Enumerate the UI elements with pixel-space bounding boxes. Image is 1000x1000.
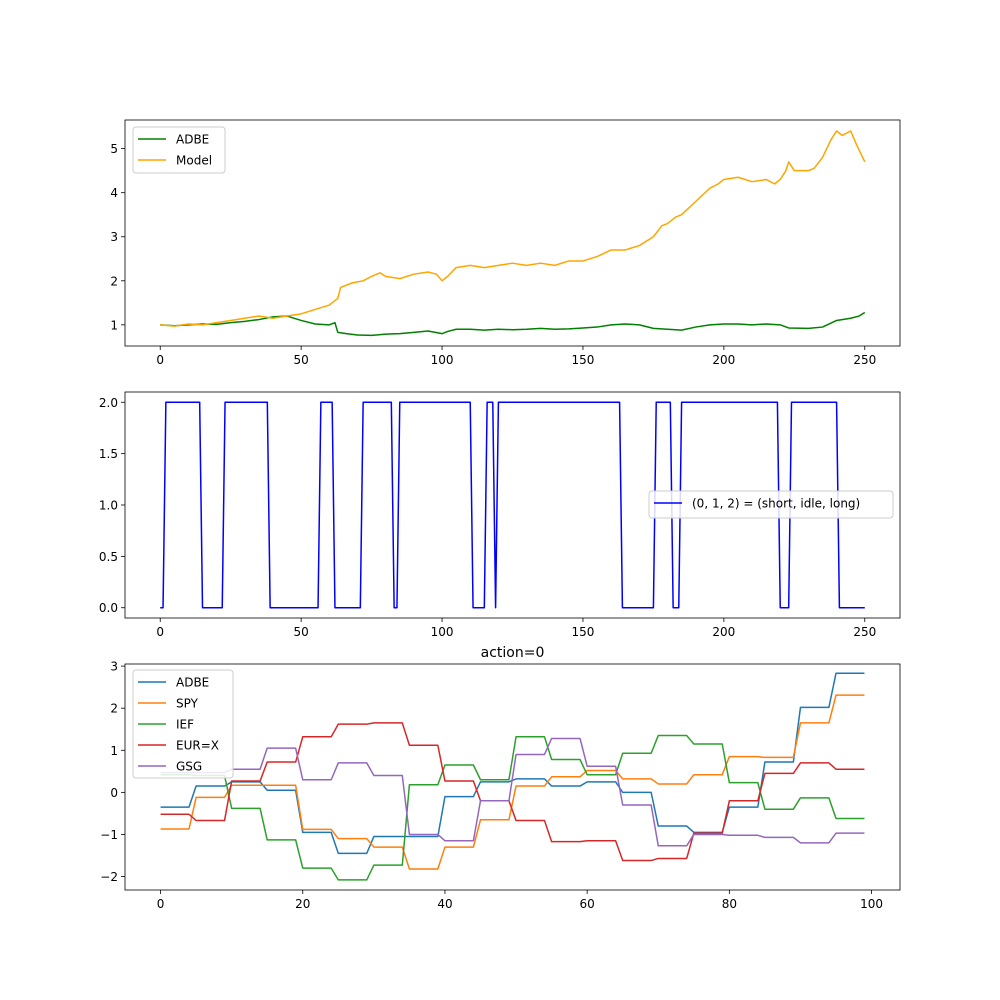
chart-title: action=0 (481, 645, 545, 661)
legend-label: IEF (176, 718, 194, 732)
x-tick-label: 20 (295, 897, 310, 911)
y-tick-label: 4 (110, 186, 118, 200)
x-tick-label: 60 (580, 897, 595, 911)
legend-label: ADBE (176, 133, 209, 147)
x-tick-label: 50 (293, 353, 308, 367)
y-tick-label: 1 (110, 318, 118, 332)
axes-frame (124, 119, 901, 347)
x-tick-label: 250 (853, 625, 876, 639)
series-line-1 (160, 401, 865, 609)
x-tick-label: 0 (157, 897, 165, 911)
x-tick-label: 50 (293, 625, 308, 639)
y-tick-label: 1.5 (99, 447, 118, 461)
y-tick-label: 1 (110, 744, 118, 758)
x-tick-label: 250 (853, 353, 876, 367)
x-tick-label: 80 (722, 897, 737, 911)
y-tick-label: 5 (110, 142, 118, 156)
legend-box (132, 669, 234, 779)
series-line-4 (160, 722, 865, 862)
axes-frame (124, 663, 901, 891)
x-tick-label: 100 (860, 897, 883, 911)
chart-2: 0 50 100 150 200 250 0.0 0.5 1.0 1.5 2.0 (0, 1, 2) … (99, 391, 901, 639)
x-tick-label: 0 (156, 625, 164, 639)
y-tick-label: 2.0 (99, 396, 118, 410)
series-line-5 (160, 737, 865, 847)
y-tick-label: 0 (110, 786, 118, 800)
y-tick-label: 3 (110, 230, 118, 244)
legend-label: Model (176, 154, 212, 168)
legend-label: (0, 1, 2) = (short, idle, long) (692, 497, 860, 511)
legend: (0, 1, 2) = (short, idle, long) (648, 490, 894, 519)
legend-label: GSG (176, 760, 202, 774)
x-tick-label: 200 (712, 353, 735, 367)
y-tick-label: −2 (100, 870, 118, 884)
legend-label: ADBE (176, 676, 209, 690)
x-tick-label: 150 (572, 625, 595, 639)
y-tick-label: 0.5 (99, 550, 118, 564)
legend-label: SPY (176, 697, 199, 711)
legend: ADBE SPY IEF EUR=X GSG (132, 669, 234, 779)
series-line-2 (160, 694, 865, 870)
x-tick-label: 40 (437, 897, 452, 911)
series-line-2 (160, 130, 866, 327)
legend-label: EUR=X (176, 739, 219, 753)
y-tick-label: 2 (110, 274, 118, 288)
x-tick-label: 100 (431, 625, 454, 639)
y-tick-label: 0.0 (99, 601, 118, 615)
x-tick-label: 100 (431, 353, 454, 367)
x-tick-label: 200 (712, 625, 735, 639)
chart-3: action=0 0 20 40 60 80 100 −2 −1 0 1 2 3 ADBE SPY IEF EU… (100, 645, 901, 911)
chart-1: 0 50 100 150 200 250 1 2 3 4 5 ADBE Model (110, 119, 901, 367)
legend-box (648, 490, 894, 519)
y-tick-label: −1 (100, 828, 118, 842)
series-line-3 (160, 734, 865, 881)
y-tick-label: 2 (110, 702, 118, 716)
y-tick-label: 1.0 (99, 499, 118, 513)
legend: ADBE Model (132, 126, 226, 174)
x-tick-label: 0 (156, 353, 164, 367)
y-tick-label: 3 (110, 660, 118, 674)
x-tick-label: 150 (572, 353, 595, 367)
